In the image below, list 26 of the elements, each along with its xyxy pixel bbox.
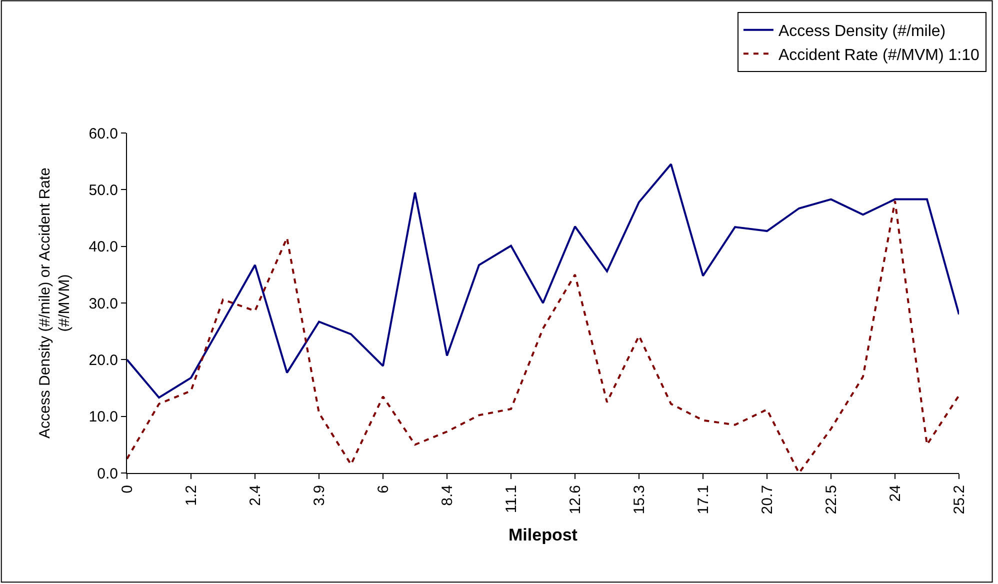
y-tick-label: 0.0 (97, 465, 118, 482)
y-tick-label: 20.0 (88, 352, 118, 369)
x-tick-label: 3.9 (310, 485, 328, 506)
x-tick-label: 17.1 (694, 485, 712, 514)
x-axis-title: Milepost (508, 526, 578, 545)
y-axis-title: Access Density (#/mile) or Accident Rate (#/MVM) (36, 168, 74, 438)
x-tick-label: 20.7 (758, 485, 776, 514)
x-tick-label: 2.4 (246, 485, 264, 506)
y-tick-label: 60.0 (88, 125, 118, 142)
line-series (127, 163, 959, 399)
x-tick-label: 22.5 (822, 485, 840, 514)
legend-label: Accident Rate (#/MVM) 1:10 (778, 46, 980, 64)
y-tick-label: 40.0 (88, 238, 118, 256)
legend-label: Access Density (#/mile) (778, 23, 946, 40)
y-tick-label: 50.0 (88, 182, 118, 199)
x-tick-label: 1.2 (182, 485, 200, 506)
y-tick-label: 10.0 (88, 408, 118, 426)
x-tick-label: 6 (374, 485, 392, 494)
x-tick-label: 24 (886, 485, 904, 502)
y-tick-label: 30.0 (88, 295, 118, 312)
x-tick-label: 25.2 (950, 485, 968, 514)
x-tick-label: 12.6 (566, 485, 584, 514)
x-tick-label: 8.4 (438, 485, 456, 506)
x-tick-label: 11.1 (502, 485, 520, 514)
x-tick-label: 0 (118, 485, 136, 494)
x-tick-label: 15.3 (630, 485, 648, 514)
